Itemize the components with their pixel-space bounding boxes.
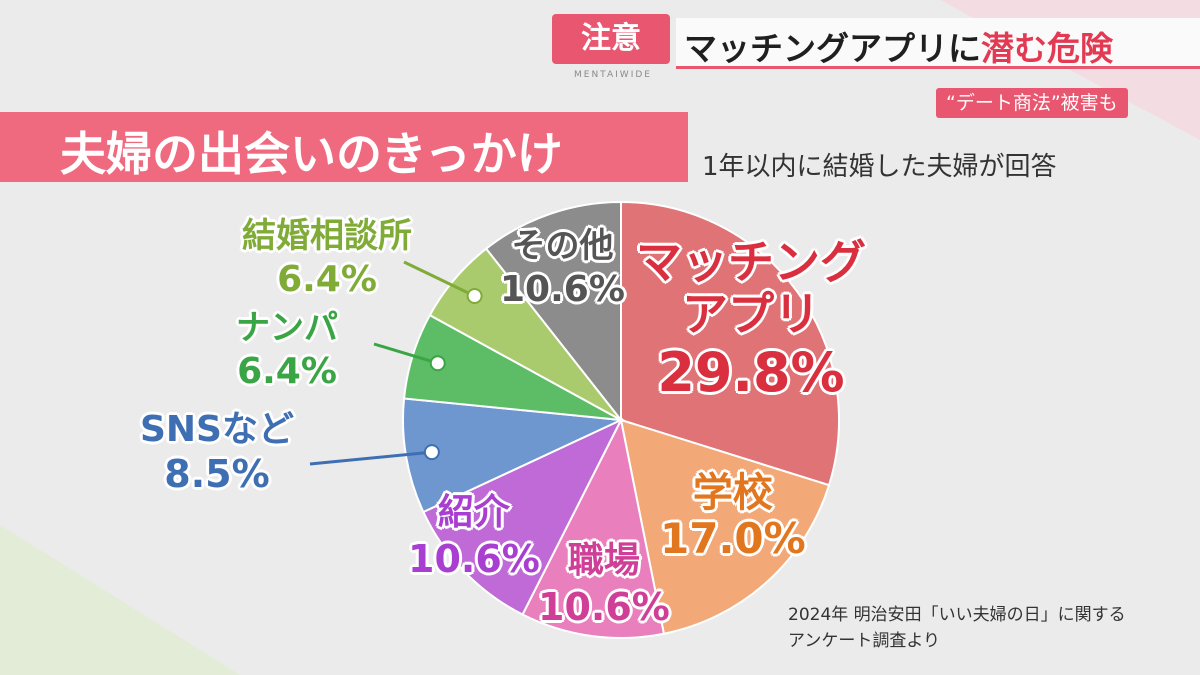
pie-slice-3 [422,417,624,616]
label-other: その他 10.6% [500,224,625,312]
label-workplace: 職場 10.6% [538,538,670,630]
pie-slice-0 [620,200,840,487]
label-other-value: 10.6% [500,269,625,310]
label-nanpa: ナンパ 6.4% [236,306,338,394]
label-workplace-name: 職場 [567,540,640,581]
source-note-line1: 2024年 明治安田「いい夫婦の日」に関する [788,605,1126,625]
label-school-value: 17.0% [660,514,806,563]
label-nanpa-value: 6.4% [237,351,337,392]
title-band [0,112,688,182]
leader-line-6 [403,260,476,298]
label-marriage-agency-name: 結婚相談所 [242,216,412,256]
label-introduction-value: 10.6% [408,537,540,581]
pie-slice-2 [521,416,666,639]
label-matching-app-value: 29.8% [657,341,845,404]
pie-slice-4 [402,397,625,514]
header-title-plain: マッチングアプリに [684,29,981,68]
label-school-name: 学校 [692,470,773,516]
pie-slice-1 [619,418,831,635]
label-other-name: その他 [511,226,614,266]
news-header: 注意 MENTAIWIDE マッチングアプリに潜む危険 [552,14,1200,80]
leader-line-5 [373,342,439,365]
leader-dot-6 [466,287,483,304]
label-sns-name: SNSなど [140,409,294,450]
header-subtag: “デート商法”被害も [936,88,1128,118]
source-note: 2024年 明治安田「いい夫婦の日」に関する アンケート調査より [788,602,1126,654]
label-matching-app-line2: アプリ [682,287,820,341]
label-nanpa-name: ナンパ [236,308,338,348]
header-title-highlight: 潜む危険 [981,29,1113,68]
source-note-line2: アンケート調査より [788,631,940,651]
label-marriage-agency-value: 6.4% [277,259,377,300]
leader-dot-4 [423,444,440,461]
header-banner: マッチングアプリに潜む危険 [676,18,1200,69]
label-introduction: 紹介 10.6% [408,490,540,582]
label-sns: SNSなど 8.5% [140,408,294,496]
leader-dot-5 [429,355,446,372]
label-school: 学校 17.0% [660,470,806,562]
label-matching-app: マッチング アプリ 29.8% [636,236,866,406]
header-title: マッチングアプリに潜む危険 [684,22,1113,70]
label-workplace-value: 10.6% [538,585,670,629]
background-corner-bottom-left [0,525,240,675]
label-introduction-name: 紹介 [437,492,510,533]
label-sns-value: 8.5% [164,452,270,496]
label-matching-app-line1: マッチング [636,235,866,289]
chart-title: 夫婦の出会いのきっかけ [60,127,563,181]
label-marriage-agency: 結婚相談所 6.4% [242,214,412,302]
program-logo-text: MENTAIWIDE [574,70,652,80]
pie-slice-7 [484,200,622,423]
leader-line-4 [309,450,433,466]
chart-subtitle: 1年以内に結婚した夫婦が回答 [702,152,1057,182]
header-tag: 注意 [552,14,670,64]
